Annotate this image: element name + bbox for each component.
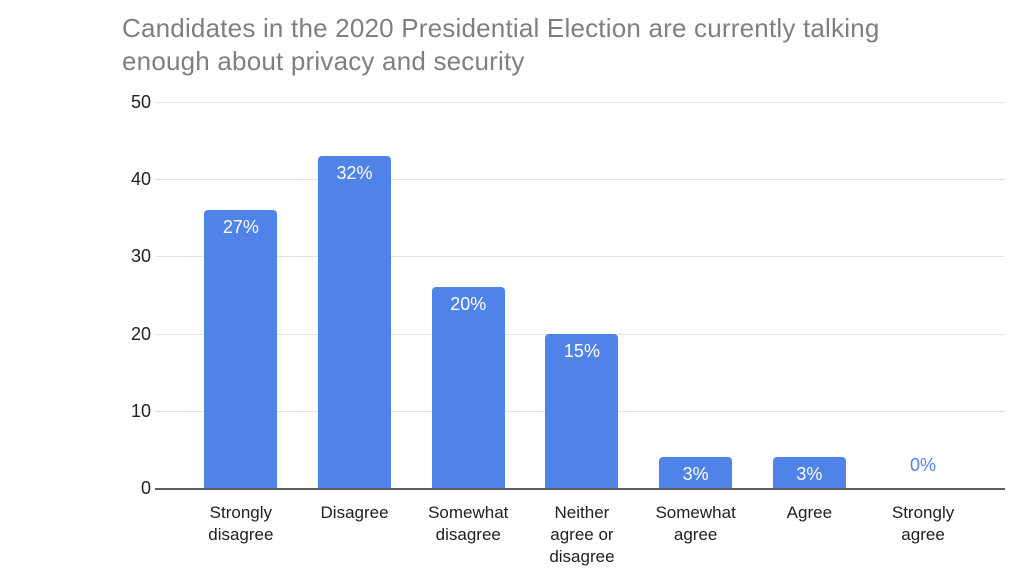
y-tick-label-0: 0 [140, 478, 151, 498]
bar-value-label: 15% [563, 341, 600, 361]
gridline-50 [155, 102, 1005, 103]
x-axis-baseline [155, 488, 1005, 490]
x-axis-label-somewhat-disagree: Somewhat disagree [428, 503, 509, 544]
y-tick-label-50: 50 [130, 92, 151, 112]
gridline-30 [155, 256, 1005, 258]
y-tick-label-30: 30 [130, 246, 151, 267]
bar-somewhat-agree: 3% [659, 457, 733, 488]
chart-title: Candidates in the 2020 Presidential Elec… [122, 13, 880, 76]
y-tick-label-10: 10 [130, 400, 151, 421]
x-axis-label-strongly-agree: Strongly agree [891, 503, 955, 544]
bar-value-label: 32% [336, 163, 373, 183]
bar-disagree: 32% [318, 156, 392, 488]
x-axis-label-agree: Agree [786, 503, 833, 522]
y-tick-label-20: 20 [130, 323, 151, 344]
gridline-40 [155, 179, 1005, 181]
bar-value-label: 20% [450, 294, 487, 314]
bar-agree: 3% [772, 457, 846, 488]
bar-value-label-zero: 0% [910, 455, 937, 475]
x-axis-label-disagree: Disagree [320, 503, 389, 522]
bar-neither-agree-or-disagree: 15% [545, 334, 619, 488]
bar-somewhat-disagree: 20% [431, 287, 505, 488]
x-axis-label-somewhat-agree: Somewhat agree [655, 503, 736, 544]
bar-strongly-disagree: 27% [204, 210, 278, 488]
x-axis-label-neither-agree-or-disagree: Neither agree or disagree [549, 503, 615, 566]
x-axis-label-strongly-disagree: Strongly disagree [208, 503, 274, 544]
bar-value-label: 27% [222, 217, 259, 237]
bar-value-label: 3% [796, 464, 823, 484]
y-tick-label-40: 40 [130, 169, 151, 190]
bar-value-label: 3% [682, 464, 709, 484]
